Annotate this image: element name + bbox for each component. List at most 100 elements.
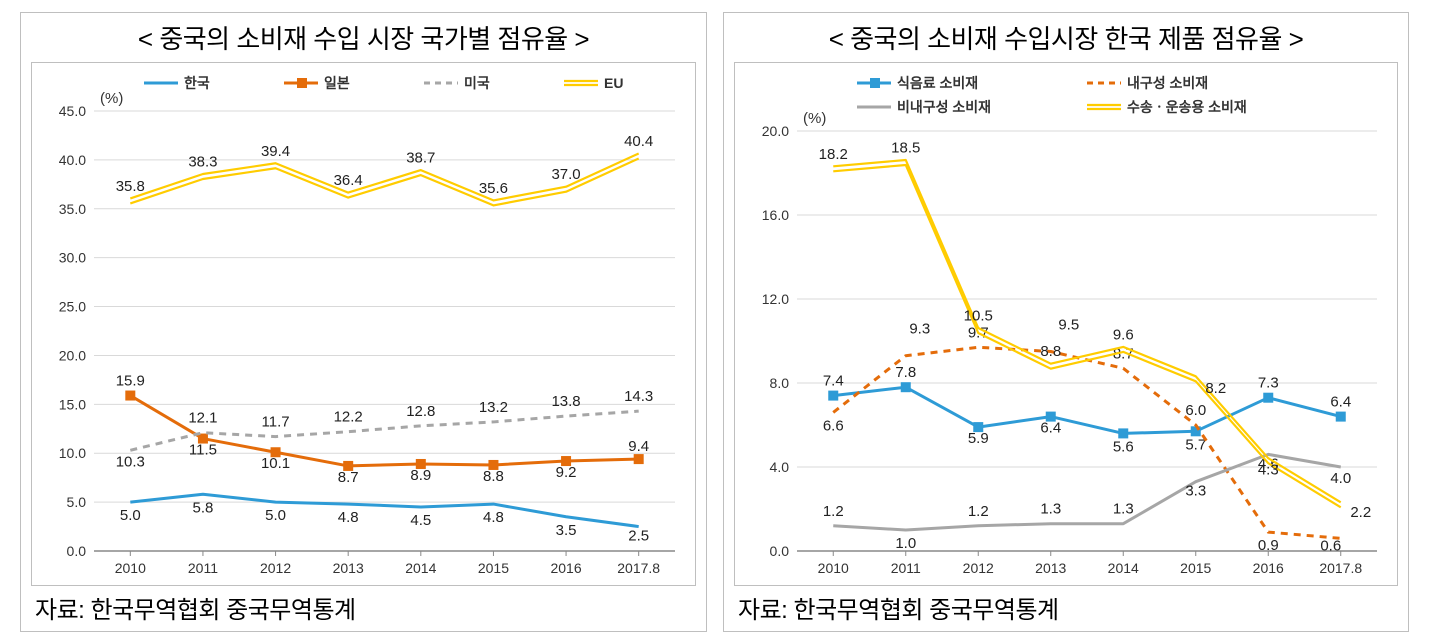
svg-text:5.0: 5.0: [67, 494, 87, 510]
svg-text:0.9: 0.9: [1258, 537, 1279, 554]
svg-text:30.0: 30.0: [59, 250, 86, 266]
svg-text:4.0: 4.0: [770, 459, 790, 475]
svg-text:9.6: 9.6: [1113, 326, 1134, 343]
svg-text:7.3: 7.3: [1258, 375, 1279, 392]
svg-text:38.3: 38.3: [188, 154, 217, 171]
right-source: 자료: 한국무역협회 중국무역통계: [724, 586, 1408, 631]
svg-text:36.4: 36.4: [334, 172, 363, 189]
svg-text:11.5: 11.5: [189, 442, 217, 459]
left-source: 자료: 한국무역협회 중국무역통계: [21, 586, 706, 631]
svg-text:11.7: 11.7: [262, 414, 290, 431]
svg-text:5.8: 5.8: [193, 499, 214, 516]
svg-text:EU: EU: [604, 75, 623, 91]
svg-text:내구성 소비재: 내구성 소비재: [1127, 75, 1208, 91]
svg-text:12.1: 12.1: [188, 410, 217, 427]
svg-text:6.4: 6.4: [1040, 420, 1061, 437]
svg-text:2017.8: 2017.8: [1319, 560, 1362, 576]
right-panel: < 중국의 소비재 수입시장 한국 제품 점유율 > 0.0 4.0 8.0 12.0…: [723, 12, 1409, 632]
svg-text:2016: 2016: [1253, 560, 1284, 576]
svg-text:2013: 2013: [333, 560, 364, 576]
svg-text:7.8: 7.8: [895, 364, 916, 381]
svg-text:2.2: 2.2: [1350, 504, 1371, 521]
svg-text:7.4: 7.4: [823, 373, 844, 390]
svg-text:2011: 2011: [188, 560, 218, 576]
svg-text:10.1: 10.1: [261, 455, 290, 472]
svg-text:1.0: 1.0: [895, 535, 916, 552]
svg-text:9.4: 9.4: [628, 438, 649, 455]
svg-text:한국: 한국: [184, 75, 210, 91]
svg-text:8.7: 8.7: [338, 469, 359, 486]
svg-text:3.3: 3.3: [1185, 483, 1206, 500]
svg-text:10.0: 10.0: [59, 445, 86, 461]
svg-text:(%): (%): [803, 110, 826, 127]
svg-text:(%): (%): [100, 90, 123, 107]
right-title: < 중국의 소비재 수입시장 한국 제품 점유율 >: [724, 13, 1408, 58]
svg-text:3.5: 3.5: [556, 522, 577, 539]
svg-text:2014: 2014: [405, 560, 436, 576]
svg-text:8.2: 8.2: [1205, 380, 1226, 397]
svg-text:35.8: 35.8: [116, 178, 145, 195]
svg-text:9.2: 9.2: [556, 464, 577, 481]
svg-text:8.0: 8.0: [770, 375, 790, 391]
svg-text:0.0: 0.0: [67, 543, 87, 559]
svg-text:0.0: 0.0: [770, 543, 790, 559]
svg-text:8.9: 8.9: [410, 467, 431, 484]
svg-text:12.2: 12.2: [334, 409, 363, 426]
svg-text:2013: 2013: [1035, 560, 1066, 576]
left-title: < 중국의 소비재 수입 시장 국가별 점유율 >: [21, 13, 706, 58]
svg-text:40.0: 40.0: [59, 152, 86, 168]
svg-text:13.2: 13.2: [479, 399, 508, 416]
svg-text:2014: 2014: [1108, 560, 1139, 576]
svg-text:2016: 2016: [550, 560, 581, 576]
svg-text:5.0: 5.0: [265, 507, 286, 524]
svg-text:20.0: 20.0: [762, 123, 789, 139]
svg-text:2011: 2011: [891, 560, 921, 576]
svg-text:6.4: 6.4: [1330, 394, 1351, 411]
svg-text:37.0: 37.0: [551, 166, 580, 183]
svg-text:4.3: 4.3: [1258, 462, 1279, 479]
svg-text:1.3: 1.3: [1040, 501, 1061, 518]
svg-text:8.8: 8.8: [483, 468, 504, 485]
svg-text:9.5: 9.5: [1058, 317, 1079, 334]
svg-text:18.5: 18.5: [891, 140, 920, 157]
svg-text:5.7: 5.7: [1185, 436, 1206, 453]
svg-text:18.2: 18.2: [819, 146, 848, 163]
svg-text:5.6: 5.6: [1113, 438, 1134, 455]
svg-text:40.4: 40.4: [624, 133, 653, 150]
right-chart: 0.0 4.0 8.0 12.0 16.0 20.0 2010 2011 2012 2013 201…: [734, 62, 1398, 586]
svg-text:38.7: 38.7: [406, 150, 435, 167]
svg-text:35.0: 35.0: [59, 201, 86, 217]
svg-text:39.4: 39.4: [261, 143, 290, 160]
left-panel: < 중국의 소비재 수입 시장 국가별 점유율 > 0.0 5.0 10.0 15.0…: [20, 12, 707, 632]
svg-text:12.0: 12.0: [762, 291, 789, 307]
svg-text:2015: 2015: [1180, 560, 1211, 576]
svg-text:0.6: 0.6: [1320, 537, 1341, 554]
left-chart: 0.05.010.015.020.025.030.035.040.045.020…: [31, 62, 696, 586]
svg-text:1.3: 1.3: [1113, 501, 1134, 518]
svg-text:9.3: 9.3: [909, 321, 930, 338]
svg-text:4.8: 4.8: [338, 509, 359, 526]
svg-text:2017.8: 2017.8: [617, 560, 660, 576]
svg-text:식음료 소비재: 식음료 소비재: [897, 75, 978, 91]
svg-text:12.8: 12.8: [406, 403, 435, 420]
svg-text:미국: 미국: [464, 75, 490, 91]
svg-text:15.9: 15.9: [116, 373, 145, 390]
svg-text:2012: 2012: [260, 560, 291, 576]
svg-text:2015: 2015: [478, 560, 509, 576]
svg-text:2012: 2012: [963, 560, 994, 576]
svg-text:2.5: 2.5: [628, 528, 649, 545]
svg-text:15.0: 15.0: [59, 396, 86, 412]
svg-text:14.3: 14.3: [624, 388, 653, 405]
svg-text:8.8: 8.8: [1040, 343, 1061, 360]
svg-text:2010: 2010: [818, 560, 849, 576]
svg-text:45.0: 45.0: [59, 103, 86, 119]
svg-text:13.8: 13.8: [551, 393, 580, 410]
svg-text:35.6: 35.6: [479, 180, 508, 197]
svg-text:2010: 2010: [115, 560, 146, 576]
svg-text:6.0: 6.0: [1185, 402, 1206, 419]
svg-text:4.8: 4.8: [483, 509, 504, 526]
svg-text:16.0: 16.0: [762, 207, 789, 223]
svg-text:수송ㆍ운송용 소비재: 수송ㆍ운송용 소비재: [1127, 99, 1247, 115]
svg-text:20.0: 20.0: [59, 347, 86, 363]
svg-text:1.2: 1.2: [968, 503, 989, 520]
